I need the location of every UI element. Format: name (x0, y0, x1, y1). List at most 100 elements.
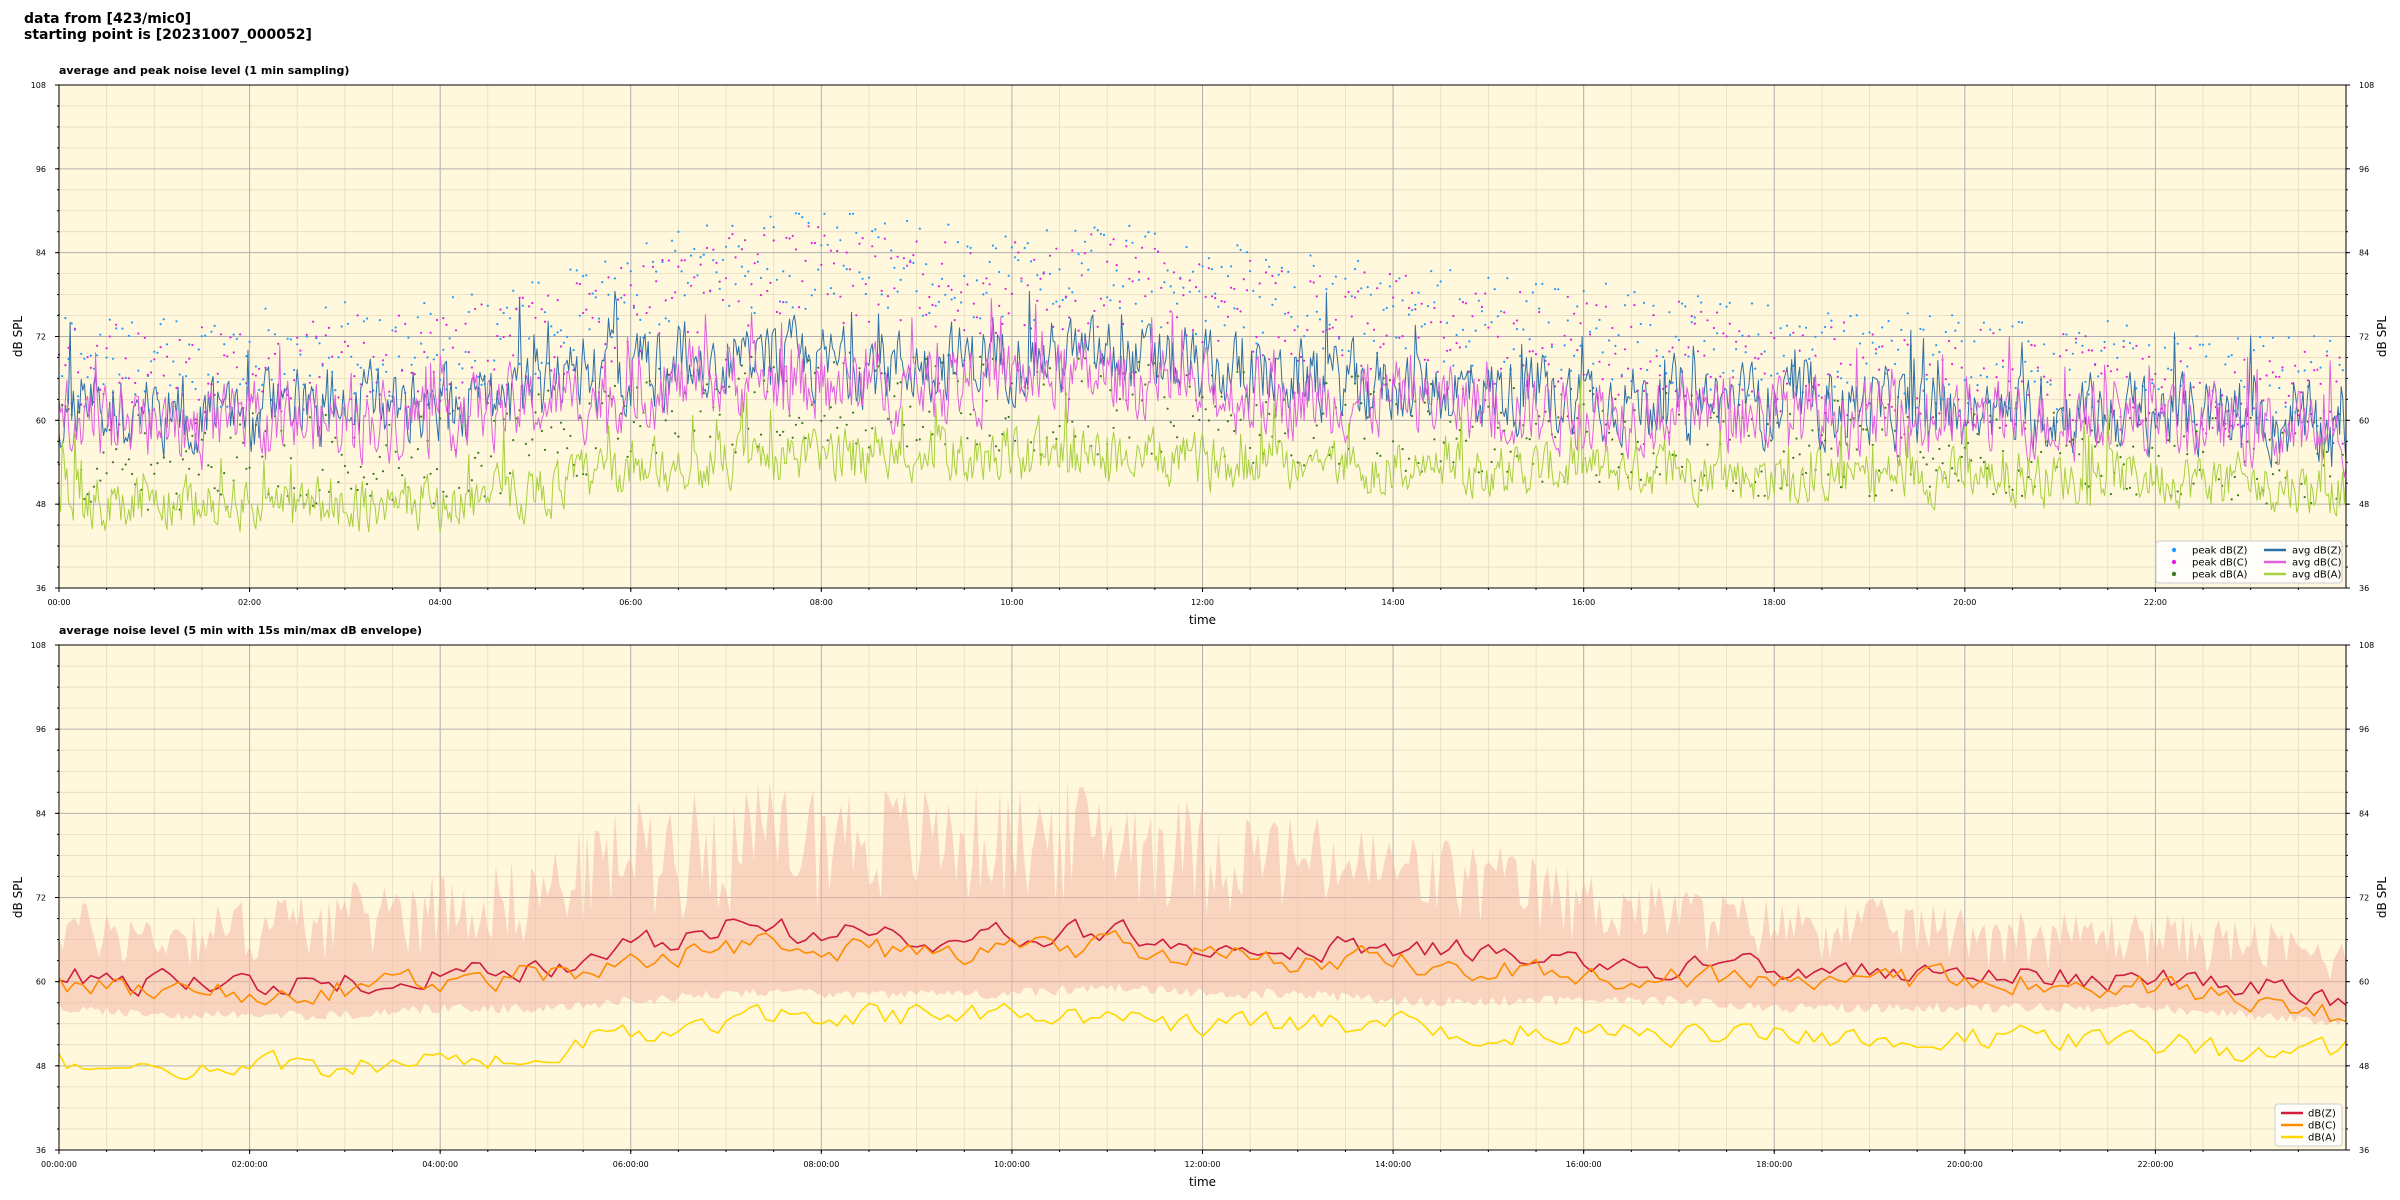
scatter-point (477, 375, 480, 378)
scatter-point (2103, 340, 2106, 344)
scatter-point (906, 264, 909, 267)
scatter-point (2148, 355, 2151, 358)
x-tick-label: 00:00:00 (41, 1160, 77, 1169)
scatter-point (1347, 290, 1350, 294)
scatter-point (1233, 307, 1236, 310)
scatter-point (1509, 450, 1512, 453)
scatter-point (677, 230, 680, 233)
scatter-point (2125, 487, 2128, 490)
scatter-point (934, 304, 937, 307)
x-tick-label: 12:00 (1191, 598, 1214, 607)
scatter-point (1916, 406, 1919, 409)
scatter-point (169, 460, 172, 463)
scatter-point (1798, 453, 1801, 456)
scatter-point (1236, 370, 1239, 373)
scatter-point (1932, 416, 1935, 419)
y-tick-label-left: 36 (36, 1146, 46, 1155)
scatter-point (801, 421, 804, 425)
scatter-point (111, 357, 115, 360)
scatter-point (401, 474, 404, 477)
scatter-point (229, 336, 232, 339)
scatter-point (1480, 310, 1484, 313)
scatter-point (1322, 412, 1325, 415)
scatter-point (2020, 494, 2024, 497)
scatter-point (766, 289, 769, 293)
scatter-point (512, 289, 515, 292)
scatter-point (985, 291, 988, 294)
scatter-point (1766, 423, 1769, 426)
scatter-point (442, 490, 445, 493)
scatter-point (2230, 354, 2233, 357)
scatter-point (1503, 311, 1506, 314)
scatter-point (1071, 249, 1074, 252)
scatter-point (1982, 367, 1985, 370)
scatter-point (902, 257, 906, 260)
scatter-point (515, 417, 518, 420)
line-series-db-a- (58, 1002, 2347, 1081)
scatter-point (388, 390, 391, 393)
scatter-point (204, 334, 207, 337)
scatter-point (1401, 299, 1404, 302)
scatter-point (105, 472, 108, 475)
scatter-point (327, 490, 331, 493)
scatter-point (909, 405, 912, 408)
scatter-point (347, 471, 350, 474)
scatter-point (1722, 420, 1725, 423)
scatter-point (131, 321, 134, 324)
scatter-point (852, 212, 855, 215)
scatter-point (213, 324, 216, 327)
scatter-point (502, 335, 505, 339)
scatter-point (1388, 285, 1391, 288)
scatter-point (1623, 420, 1627, 423)
scatter-point (756, 253, 759, 256)
scatter-point (2059, 355, 2062, 358)
scatter-point (1541, 282, 1544, 285)
scatter-point (194, 418, 197, 421)
scatter-point (1404, 274, 1407, 277)
scatter-point (1125, 239, 1128, 242)
scatter-point (1268, 412, 1271, 415)
y-tick-label-left: 84 (36, 809, 46, 818)
scatter-point (1916, 397, 1919, 400)
scatter-point (2233, 475, 2236, 479)
scatter-point (1878, 368, 1881, 371)
scatter-point (1376, 452, 1379, 455)
scatter-point (111, 461, 115, 464)
scatter-point (874, 228, 877, 231)
scatter-point (413, 356, 416, 359)
scatter-point (769, 281, 772, 284)
scatter-point (1280, 266, 1283, 269)
scatter-point (2208, 343, 2211, 346)
scatter-point (1252, 461, 1255, 464)
scatter-point (1446, 321, 1449, 324)
scatter-point (1042, 383, 1045, 386)
scatter-point (73, 327, 76, 330)
scatter-point (667, 373, 671, 376)
scatter-point (1503, 360, 1506, 363)
scatter-point (153, 358, 156, 361)
scatter-point (969, 246, 972, 249)
scatter-point (1719, 303, 1722, 306)
scatter-point (1633, 291, 1636, 294)
scatter-point (1128, 224, 1131, 227)
scatter-point (585, 274, 588, 277)
scatter-point (1068, 287, 1071, 290)
x-tick-label: 10:00 (1000, 598, 1023, 607)
scatter-point (1534, 283, 1538, 286)
scatter-point (1071, 420, 1074, 423)
scatter-point (1639, 478, 1642, 481)
scatter-point (1341, 354, 1344, 357)
scatter-point (143, 336, 146, 339)
scatter-point (594, 447, 597, 450)
scatter-point (1109, 299, 1112, 302)
scatter-point (242, 441, 245, 444)
scatter-point (620, 296, 623, 299)
scatter-point (1658, 374, 1661, 377)
scatter-point (1554, 436, 1557, 439)
scatter-point (64, 364, 67, 367)
scatter-point (896, 382, 899, 385)
y-tick-label-right: 108 (2359, 641, 2374, 650)
scatter-point (1541, 480, 1544, 483)
scatter-point (864, 292, 867, 296)
scatter-point (2090, 429, 2093, 432)
